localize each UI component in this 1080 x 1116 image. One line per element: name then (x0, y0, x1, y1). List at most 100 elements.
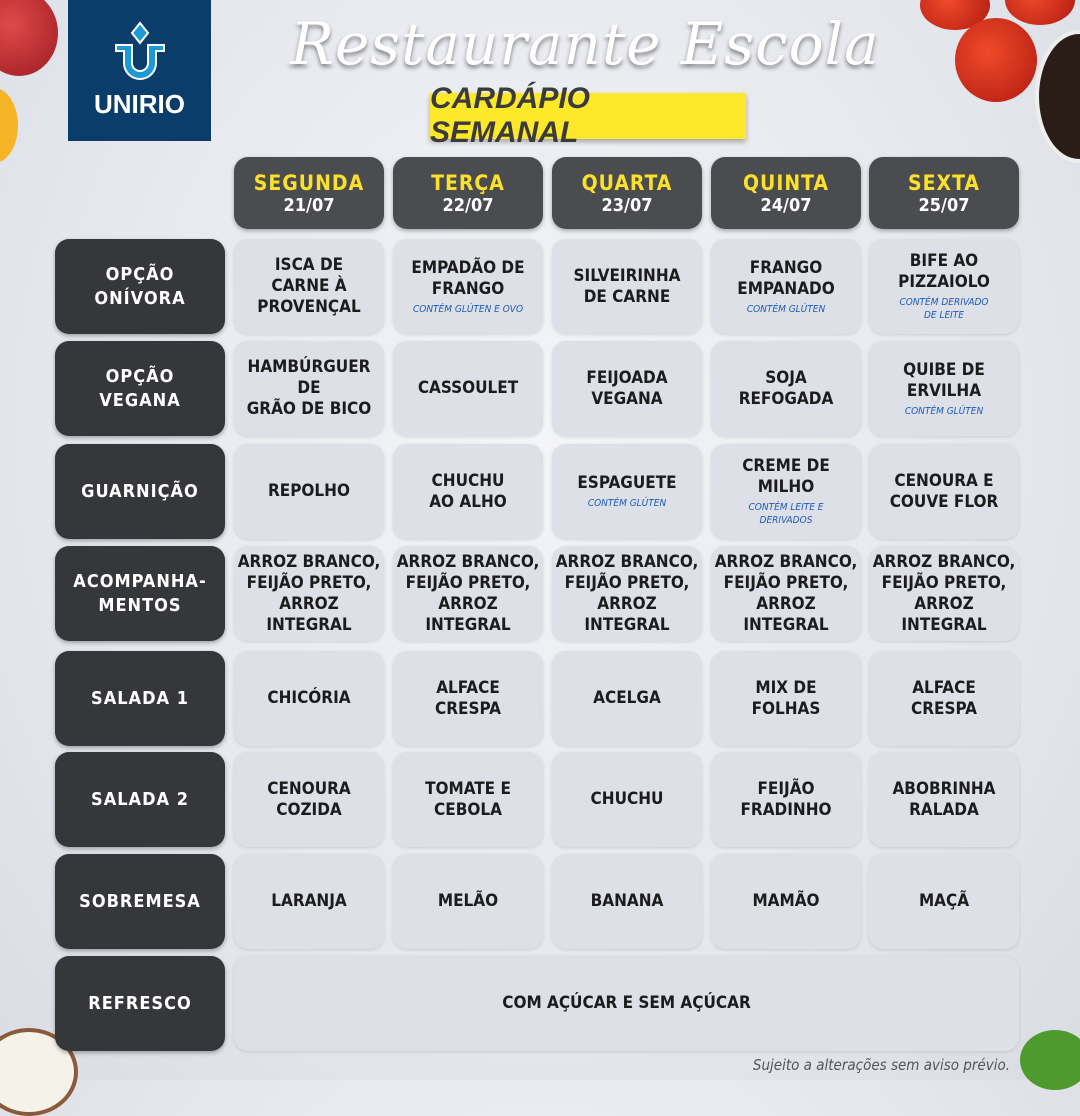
dish-name: ISCA DE CARNE À PROVENÇAL (257, 255, 361, 317)
dish-name: QUIBE DE ERVILHA (903, 359, 985, 401)
orange-slice-image (0, 88, 18, 163)
menu-cell: REPOLHO (234, 444, 384, 539)
menu-cell: SILVEIRINHA DE CARNE (552, 239, 702, 334)
menu-cell: CENOURA E COUVE FLOR (869, 444, 1019, 539)
day-date: 24/07 (760, 194, 812, 216)
menu-cell: ARROZ BRANCO, FEIJÃO PRETO, ARROZ INTEGR… (711, 546, 861, 641)
logo-text: UNIRIO (94, 89, 185, 119)
menu-cell: ARROZ BRANCO, FEIJÃO PRETO, ARROZ INTEGR… (869, 546, 1019, 641)
dish-name: ARROZ BRANCO, FEIJÃO PRETO, ARROZ INTEGR… (396, 551, 540, 635)
dish-name: FRANGO EMPANADO (737, 257, 835, 299)
day-header: QUINTA 24/07 (711, 157, 861, 229)
dish-name: TOMATE E CEBOLA (425, 778, 511, 820)
day-name: QUINTA (742, 170, 830, 195)
menu-cell: ESPAGUETE CONTÉM GLÚTEN (552, 444, 702, 539)
row-label: SALADA 2 (55, 752, 225, 847)
dish-name: BIFE AO PIZZAIOLO (898, 251, 990, 292)
dish-name: ABOBRINHA RALADA (892, 778, 996, 820)
menu-cell: FEIJOADA VEGANA (552, 341, 702, 436)
tomato-image (1005, 0, 1075, 25)
allergen-note: CONTÉM GLÚTEN (904, 405, 984, 417)
day-date: 23/07 (601, 194, 653, 216)
dish-name: MAMÃO (752, 891, 820, 911)
menu-cell: CASSOULET (393, 341, 543, 436)
day-header: SEXTA 25/07 (869, 157, 1019, 229)
row-label: ACOMPANHA- MENTOS (55, 546, 225, 641)
menu-cell: FEIJÃO FRADINHO (711, 752, 861, 847)
menu-cell: CENOURA COZIDA (234, 752, 384, 847)
basil-image (1020, 1030, 1080, 1090)
dish-name: SOJA REFOGADA (738, 367, 834, 409)
menu-cell: MIX DE FOLHAS (711, 651, 861, 746)
menu-cell: CREME DE MILHO CONTÉM LEITE E DERIVADOS (711, 444, 861, 539)
allergen-note: CONTÉM GLÚTEN (746, 303, 826, 315)
menu-cell: ARROZ BRANCO, FEIJÃO PRETO, ARROZ INTEGR… (234, 546, 384, 641)
dish-name: ARROZ BRANCO, FEIJÃO PRETO, ARROZ INTEGR… (555, 551, 699, 635)
page-title: Restaurante Escola (290, 10, 880, 78)
menu-cell: MAÇÃ (869, 854, 1019, 949)
dish-name: ARROZ BRANCO, FEIJÃO PRETO, ARROZ INTEGR… (237, 551, 381, 635)
dish-name: FEIJÃO FRADINHO (740, 778, 832, 820)
apple-image (0, 0, 58, 76)
row-label: OPÇÃO ONÍVORA (55, 239, 225, 334)
menu-cell: CHUCHU (552, 752, 702, 847)
menu-cell: ALFACE CRESPA (393, 651, 543, 746)
dish-name: CASSOULET (417, 378, 519, 398)
menu-cell: MAMÃO (711, 854, 861, 949)
page-subtitle: CARDÁPIO SEMANAL (430, 82, 746, 149)
menu-cell: ALFACE CRESPA (869, 651, 1019, 746)
menu-cell: ABOBRINHA RALADA (869, 752, 1019, 847)
allergen-note: CONTÉM DERIVADO DE LEITE (899, 297, 989, 321)
menu-cell: QUIBE DE ERVILHA CONTÉM GLÚTEN (869, 341, 1019, 436)
menu-cell: HAMBÚRGUER DE GRÃO DE BICO (234, 341, 384, 436)
day-header: TERÇA 22/07 (393, 157, 543, 229)
unirio-logo: UNIRIO (68, 0, 211, 141)
allergen-note: CONTÉM LEITE E DERIVADOS (748, 502, 824, 526)
row-label: SOBREMESA (55, 854, 225, 949)
menu-cell: ARROZ BRANCO, FEIJÃO PRETO, ARROZ INTEGR… (552, 546, 702, 641)
row-label: GUARNIÇÃO (55, 444, 225, 539)
dish-name: ARROZ BRANCO, FEIJÃO PRETO, ARROZ INTEGR… (872, 551, 1016, 635)
menu-cell: TOMATE E CEBOLA (393, 752, 543, 847)
menu-cell: ARROZ BRANCO, FEIJÃO PRETO, ARROZ INTEGR… (393, 546, 543, 641)
menu-cell: ISCA DE CARNE À PROVENÇAL (234, 239, 384, 334)
dish-name: LARANJA (271, 891, 347, 911)
dish-name: CREME DE MILHO (742, 456, 830, 497)
dish-name: CENOURA COZIDA (267, 778, 351, 820)
dish-name: ARROZ BRANCO, FEIJÃO PRETO, ARROZ INTEGR… (714, 551, 858, 635)
unirio-emblem-icon (114, 21, 165, 80)
menu-cell: FRANGO EMPANADO CONTÉM GLÚTEN (711, 239, 861, 334)
menu-cell: BANANA (552, 854, 702, 949)
dish-name: SILVEIRINHA DE CARNE (573, 265, 681, 307)
day-header: SEGUNDA 21/07 (234, 157, 384, 229)
row-label: SALADA 1 (55, 651, 225, 746)
day-name: TERÇA (431, 170, 505, 195)
dish-name: ALFACE CRESPA (911, 677, 977, 719)
dish-name: CHUCHU (590, 789, 664, 809)
dish-name: MAÇÃ (918, 891, 970, 911)
footer-disclaimer: Sujeito a alterações sem aviso prévio. (752, 1056, 1010, 1074)
refresco-value: COM AÇÚCAR E SEM AÇÚCAR (502, 993, 751, 1013)
menu-cell: SOJA REFOGADA (711, 341, 861, 436)
day-name: SEXTA (908, 170, 980, 195)
menu-cell: CHUCHU AO ALHO (393, 444, 543, 539)
day-date: 25/07 (918, 194, 970, 216)
peppercorn-bowl-image (1035, 30, 1080, 163)
refresco-cell: COM AÇÚCAR E SEM AÇÚCAR (234, 956, 1019, 1051)
menu-cell: MELÃO (393, 854, 543, 949)
dish-name: ESPAGUETE (577, 473, 677, 493)
day-name: SEGUNDA (253, 170, 365, 195)
day-date: 21/07 (283, 194, 335, 216)
dish-name: REPOLHO (268, 481, 350, 501)
dish-name: CENOURA E COUVE FLOR (889, 470, 999, 512)
dish-name: MELÃO (437, 891, 499, 911)
menu-cell: LARANJA (234, 854, 384, 949)
dish-name: HAMBÚRGUER DE GRÃO DE BICO (246, 357, 372, 419)
allergen-note: CONTÉM GLÚTEN E OVO (412, 303, 524, 315)
menu-cell: ACELGA (552, 651, 702, 746)
day-date: 22/07 (442, 194, 494, 216)
menu-cell: CHICÓRIA (234, 651, 384, 746)
dish-name: MIX DE FOLHAS (751, 677, 821, 719)
dish-name: ALFACE CRESPA (435, 677, 501, 719)
row-label: REFRESCO (55, 956, 225, 1051)
